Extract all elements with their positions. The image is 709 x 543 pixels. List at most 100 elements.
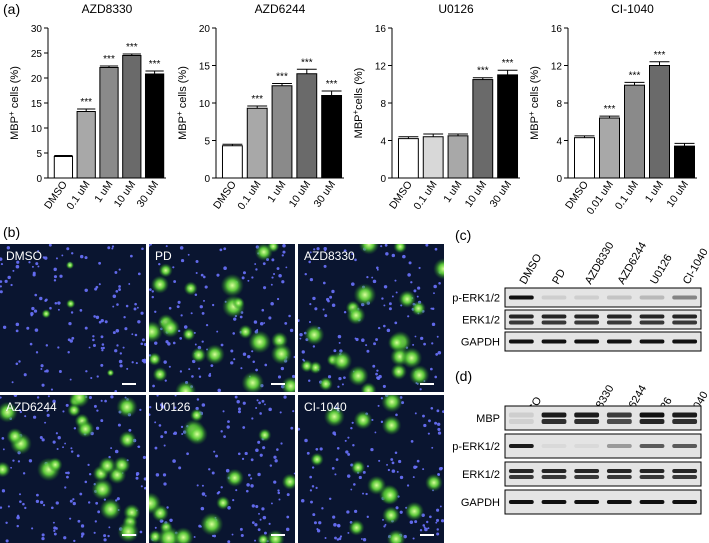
nucleus xyxy=(416,295,419,298)
nucleus xyxy=(164,379,167,382)
nucleus xyxy=(402,254,406,259)
nucleus xyxy=(414,335,417,338)
nucleus xyxy=(66,471,70,475)
nucleus xyxy=(251,504,255,508)
nucleus xyxy=(80,535,84,538)
nucleus xyxy=(310,500,313,504)
nucleus xyxy=(57,346,60,349)
nucleus xyxy=(79,309,83,312)
nucleus xyxy=(37,265,40,268)
nucleus xyxy=(41,533,45,537)
nucleus xyxy=(107,534,110,538)
y-tick-label: 20 xyxy=(31,74,43,85)
mbp-cell xyxy=(183,281,198,296)
nucleus xyxy=(65,403,69,407)
nucleus xyxy=(250,484,254,488)
nucleus xyxy=(423,342,426,346)
nucleus xyxy=(179,370,183,373)
significance-marker: *** xyxy=(502,58,514,69)
nucleus xyxy=(128,283,131,285)
significance-marker: *** xyxy=(251,94,263,105)
chart-title: AZD8330 xyxy=(82,2,133,16)
nucleus xyxy=(331,466,335,470)
nucleus xyxy=(442,410,444,414)
y-tick-label: 10 xyxy=(199,99,211,110)
nucleus xyxy=(318,521,322,525)
nucleus xyxy=(118,288,121,291)
nucleus xyxy=(107,246,111,250)
micrograph-dmso: DMSO xyxy=(0,244,146,392)
nucleus xyxy=(90,376,93,380)
nucleus xyxy=(235,489,238,492)
nucleus xyxy=(160,435,164,439)
nucleus xyxy=(15,322,20,327)
nucleus xyxy=(63,536,67,540)
scale-bar xyxy=(122,534,136,536)
nucleus xyxy=(1,437,5,440)
y-tick-label: 15 xyxy=(199,62,211,73)
nucleus xyxy=(114,271,118,274)
nucleus xyxy=(438,282,441,285)
nucleus xyxy=(384,244,388,247)
nucleus xyxy=(219,248,223,252)
mbp-cell xyxy=(225,468,244,488)
nucleus xyxy=(298,427,301,431)
y-axis-label-main: MBP xyxy=(529,116,541,140)
y-axis-label-sup: + xyxy=(351,110,360,115)
nucleus xyxy=(437,431,442,435)
nucleus xyxy=(373,342,377,346)
blot-band xyxy=(672,320,698,325)
nucleus xyxy=(391,461,395,465)
nucleus xyxy=(284,321,288,325)
nucleus xyxy=(388,307,392,311)
nucleus xyxy=(183,325,188,329)
nucleus xyxy=(134,333,138,337)
nucleus xyxy=(244,451,248,456)
nucleus xyxy=(431,446,434,449)
nucleus xyxy=(306,451,310,455)
nucleus xyxy=(436,335,439,338)
nucleus xyxy=(329,295,333,299)
nucleus xyxy=(431,307,435,310)
nucleus xyxy=(255,448,259,453)
blot-band xyxy=(508,295,534,300)
mbp-cell xyxy=(66,299,76,309)
nucleus xyxy=(87,501,91,504)
nucleus xyxy=(282,250,286,254)
nucleus xyxy=(13,395,18,397)
nucleus xyxy=(230,361,234,365)
nucleus xyxy=(394,321,398,325)
nucleus xyxy=(66,247,70,251)
nucleus xyxy=(321,507,324,510)
nucleus xyxy=(2,448,5,451)
nucleus xyxy=(141,359,145,363)
nucleus xyxy=(344,439,347,442)
nucleus xyxy=(154,526,157,529)
blot-band xyxy=(639,320,665,325)
nucleus xyxy=(57,308,60,311)
nucleus xyxy=(119,364,123,368)
nucleus xyxy=(155,473,160,477)
nucleus xyxy=(270,301,274,306)
nucleus xyxy=(436,528,439,531)
nucleus xyxy=(276,267,280,270)
nucleus xyxy=(80,524,85,528)
y-tick-label: 0 xyxy=(380,174,386,185)
nucleus xyxy=(108,526,111,529)
nucleus xyxy=(251,276,254,279)
nucleus xyxy=(0,396,2,399)
nucleus xyxy=(158,262,161,266)
mbp-cell xyxy=(204,344,225,365)
nucleus xyxy=(186,452,189,456)
mbp-cell xyxy=(41,309,51,319)
nucleus xyxy=(33,415,37,419)
nucleus xyxy=(309,277,314,282)
nucleus xyxy=(427,527,430,530)
nucleus xyxy=(261,308,265,312)
mbp-cell xyxy=(106,369,115,377)
blot-band xyxy=(508,412,534,418)
nucleus xyxy=(337,385,340,388)
nucleus xyxy=(34,328,39,332)
nucleus xyxy=(88,346,91,349)
nucleus xyxy=(15,264,20,269)
